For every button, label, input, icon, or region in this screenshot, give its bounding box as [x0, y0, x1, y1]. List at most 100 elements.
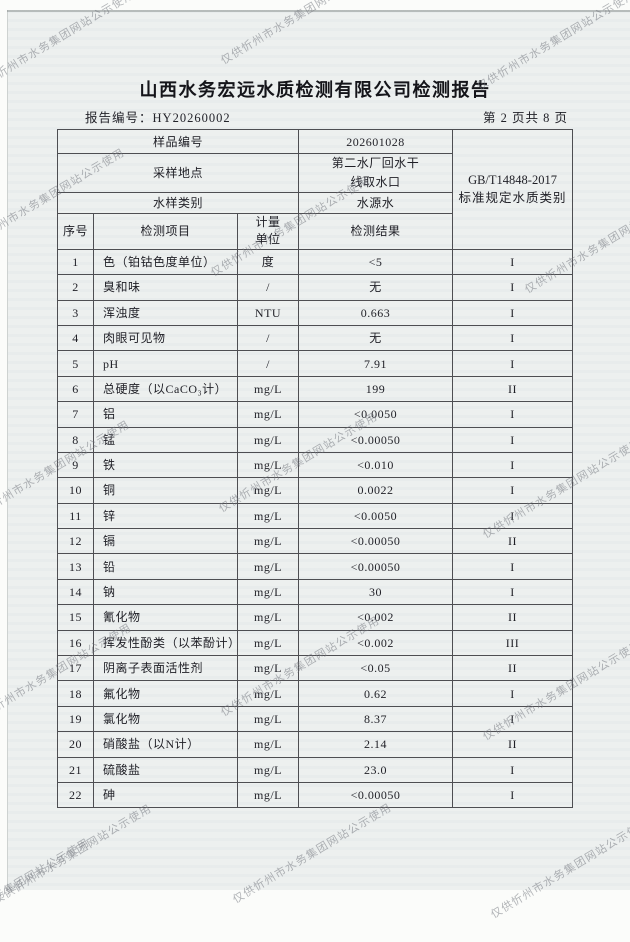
- col-header-no: 序号: [57, 213, 94, 250]
- cell-item: 总硬度（以CaCO₃计）: [93, 375, 238, 403]
- column-header-row: 序号 检测项目 计量单位 检测结果: [57, 213, 573, 250]
- cell-item: 锌: [93, 502, 238, 530]
- cell-grade: II: [452, 604, 574, 631]
- cell-grade: II: [452, 731, 574, 758]
- cell-no: 9: [57, 451, 94, 479]
- cell-result: <0.00050: [298, 781, 454, 809]
- col-header-item: 检测项目: [93, 213, 238, 250]
- table-row: 13 铅 mg/L <0.00050 I: [57, 553, 574, 580]
- table-row: 8 锰 mg/L <0.00050 I: [57, 426, 574, 453]
- standard-class-header: GB/T14848-2017 标准规定水质类别: [452, 129, 574, 250]
- cell-no: 11: [57, 502, 94, 530]
- cell-item: pH: [93, 350, 238, 377]
- table-row: 1 色（铂钴色度单位）度 <5 I: [57, 248, 574, 276]
- cell-unit: /: [236, 324, 300, 352]
- cell-grade: I: [452, 324, 574, 352]
- cell-item: 色（铂钴色度单位）: [93, 248, 238, 276]
- cell-result: 199: [298, 375, 454, 403]
- table-row: 3 浑浊度 NTU 0.663 I: [57, 299, 574, 326]
- cell-no: 14: [57, 578, 94, 606]
- sample-info-section: 样品编号 202601028 GB/T14848-2017 标准规定水质类别 采…: [56, 129, 574, 250]
- cell-no: 1: [57, 248, 94, 276]
- cell-grade: I: [452, 553, 574, 580]
- cell-no: 19: [57, 705, 94, 733]
- report-number-label: 报告编号：: [85, 111, 153, 125]
- cell-item: 肉眼可见物: [93, 324, 238, 352]
- cell-no: 17: [57, 655, 94, 682]
- page-title: 山西水务宏远水质检测有限公司检测报告: [139, 80, 491, 100]
- cell-item: 阴离子表面活性剂: [93, 655, 238, 682]
- cell-result: 23.0: [298, 756, 454, 783]
- cell-unit: 度: [236, 248, 300, 276]
- cell-item: 铁: [93, 451, 238, 479]
- cell-unit: mg/L: [236, 375, 300, 403]
- cell-item: 臭和味: [93, 274, 238, 301]
- report-number-value: HY20260002: [152, 111, 231, 125]
- results-body: 1 色（铂钴色度单位）度 <5 I 2 臭和味 / 无 I 3 浑浊度 NTU 0.663 I 4 肉眼可见物…: [57, 248, 574, 809]
- cell-no: 10: [57, 477, 94, 504]
- cell-item: 氰化物: [93, 604, 238, 631]
- table-row: 12 镉 mg/L <0.00050 II: [57, 528, 574, 555]
- table-row: 19 氯化物 mg/L 8.37 I: [57, 705, 574, 733]
- cell-unit: mg/L: [236, 705, 300, 733]
- table-row: 5 pH/7.91 I: [57, 350, 574, 377]
- cell-unit: mg/L: [236, 528, 300, 555]
- cell-no: 7: [57, 401, 94, 428]
- cell-unit: mg/L: [236, 401, 300, 428]
- water-category-value: 水源水: [298, 192, 454, 214]
- cell-grade: I: [452, 401, 574, 428]
- standard-desc: 标准规定水质类别: [458, 191, 567, 206]
- cell-no: 22: [57, 781, 94, 809]
- cell-result: 0.663: [298, 299, 454, 326]
- cell-grade: I: [452, 781, 574, 809]
- cell-no: 12: [57, 528, 94, 555]
- cell-unit: /: [236, 350, 300, 377]
- cell-unit: mg/L: [236, 655, 300, 682]
- cell-unit: mg/L: [236, 604, 300, 631]
- table-row: 11 锌 mg/L <0.0050 I: [57, 502, 574, 530]
- table-row: 18 氟化物 mg/L 0.62 I: [57, 680, 574, 707]
- page-indicator: 第 2 页共 8 页: [482, 111, 568, 125]
- cell-grade: III: [452, 629, 574, 657]
- results-table: 样品编号 202601028 GB/T14848-2017 标准规定水质类别 采…: [56, 129, 574, 809]
- cell-no: 16: [57, 629, 94, 657]
- cell-result: 0.62: [298, 680, 454, 707]
- cell-result: <0.002: [298, 604, 454, 631]
- cell-grade: I: [452, 248, 574, 276]
- cell-item: 硝酸盐（以N计）: [93, 731, 238, 758]
- table-row: 6 总硬度（以CaCO₃计） mg/L 199 II: [57, 375, 574, 403]
- cell-unit: mg/L: [236, 756, 300, 783]
- cell-unit: /: [236, 274, 300, 301]
- sample-no-value: 202601028: [298, 129, 454, 154]
- table-row: 7 铝 mg/L <0.0050 I: [57, 401, 574, 428]
- col-header-result: 检测结果: [298, 213, 454, 250]
- cell-grade: II: [452, 655, 574, 682]
- report-number: 报告编号：HY20260002: [85, 107, 231, 126]
- cell-result: <0.00050: [298, 553, 454, 580]
- cell-result: <0.002: [298, 629, 454, 657]
- cell-unit: mg/L: [236, 781, 300, 809]
- table-row: 14 钠 mg/L 30 I: [57, 578, 574, 606]
- table-row: 22 砷 mg/L <0.00050 I: [57, 781, 574, 809]
- cell-result: 0.0022: [298, 477, 454, 504]
- sampling-location-text: 第二水厂回水干线取水口: [331, 156, 420, 189]
- cell-grade: I: [452, 299, 574, 326]
- cell-result: 无: [298, 274, 454, 301]
- cell-no: 6: [57, 375, 94, 403]
- cell-item: 氯化物: [93, 705, 238, 733]
- table-row: 21 硫酸盐 mg/L 23.0 I: [57, 756, 574, 783]
- cell-no: 2: [57, 274, 94, 301]
- col-header-unit-text: 计量单位: [255, 215, 281, 247]
- table-row: 9 铁 mg/L <0.010 I: [57, 451, 574, 479]
- sampling-location-value: 第二水厂回水干线取水口: [298, 153, 454, 193]
- water-category-label: 水样类别: [56, 192, 300, 214]
- cell-no: 21: [57, 756, 94, 783]
- table-row: 4 肉眼可见物 / 无 I: [57, 324, 574, 352]
- cell-unit: mg/L: [236, 578, 300, 606]
- table-row: 17 阴离子表面活性剂 mg/L <0.05 II: [57, 655, 574, 682]
- cell-no: 8: [57, 426, 94, 453]
- cell-item: 浑浊度: [93, 299, 238, 326]
- cell-no: 4: [57, 324, 94, 352]
- sample-no-label: 样品编号: [56, 129, 300, 154]
- cell-grade: I: [452, 274, 574, 301]
